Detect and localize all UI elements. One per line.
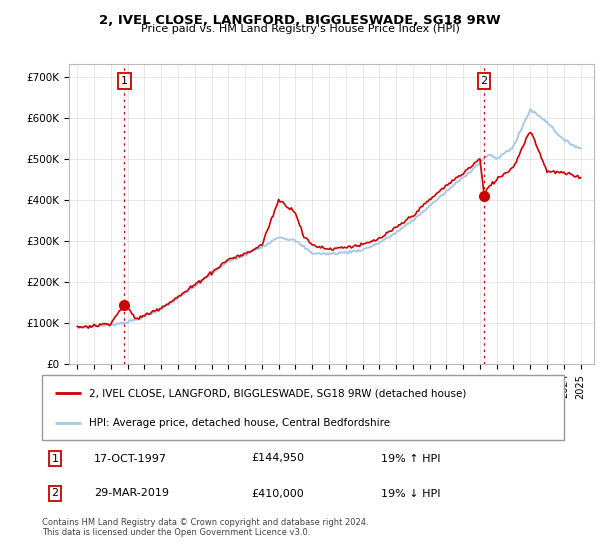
Text: HPI: Average price, detached house, Central Bedfordshire: HPI: Average price, detached house, Cent…: [89, 418, 390, 428]
Text: Contains HM Land Registry data © Crown copyright and database right 2024.
This d: Contains HM Land Registry data © Crown c…: [42, 518, 368, 538]
Text: £144,950: £144,950: [251, 454, 304, 464]
Text: 2, IVEL CLOSE, LANGFORD, BIGGLESWADE, SG18 9RW: 2, IVEL CLOSE, LANGFORD, BIGGLESWADE, SG…: [99, 14, 501, 27]
Text: 2: 2: [481, 76, 488, 86]
Text: 19% ↓ HPI: 19% ↓ HPI: [382, 488, 441, 498]
Text: Price paid vs. HM Land Registry's House Price Index (HPI): Price paid vs. HM Land Registry's House …: [140, 24, 460, 34]
Text: 29-MAR-2019: 29-MAR-2019: [94, 488, 169, 498]
Text: 2: 2: [52, 488, 59, 498]
Text: 19% ↑ HPI: 19% ↑ HPI: [382, 454, 441, 464]
Text: 17-OCT-1997: 17-OCT-1997: [94, 454, 167, 464]
Text: 2, IVEL CLOSE, LANGFORD, BIGGLESWADE, SG18 9RW (detached house): 2, IVEL CLOSE, LANGFORD, BIGGLESWADE, SG…: [89, 388, 466, 398]
Text: 1: 1: [52, 454, 59, 464]
Text: £410,000: £410,000: [251, 488, 304, 498]
FancyBboxPatch shape: [42, 375, 564, 440]
Text: 1: 1: [121, 76, 128, 86]
